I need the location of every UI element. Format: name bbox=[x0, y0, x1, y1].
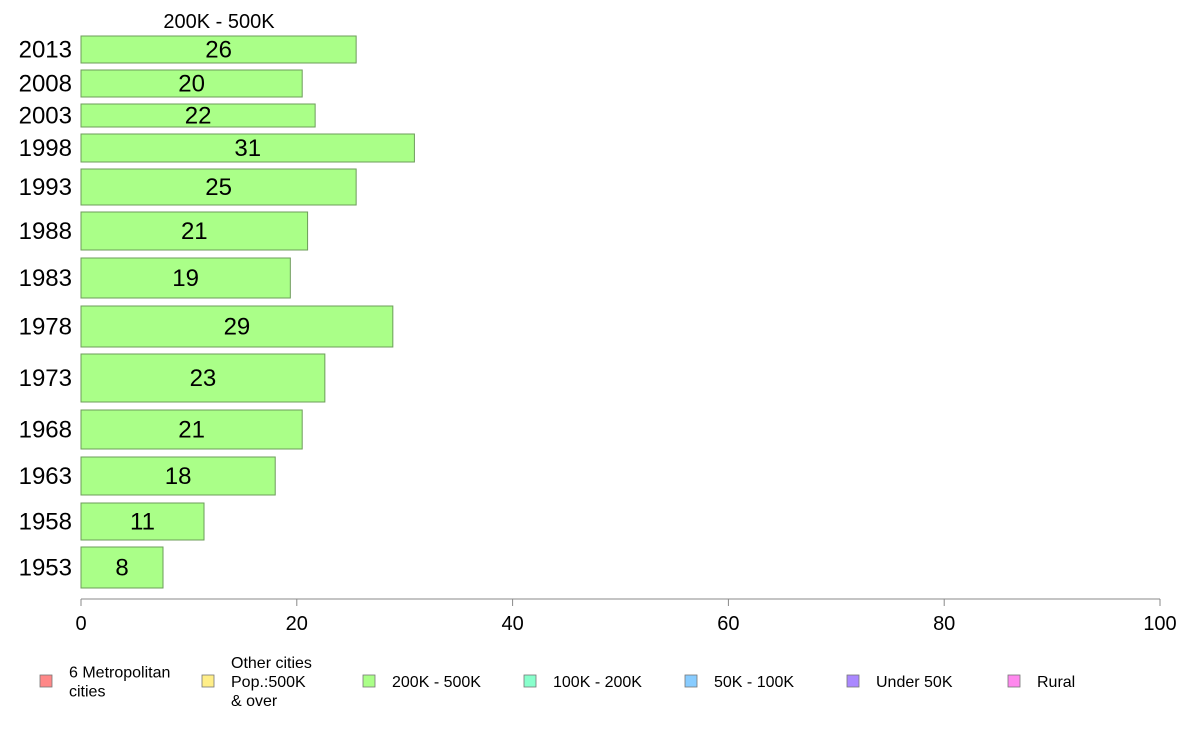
year-label-1993: 1993 bbox=[19, 174, 72, 201]
legend-swatch-6 bbox=[1007, 674, 1021, 688]
year-label-1998: 1998 bbox=[19, 135, 72, 162]
data-label-1998: 31 bbox=[234, 135, 261, 162]
data-label-1993: 25 bbox=[205, 174, 232, 201]
legend-swatch-5 bbox=[846, 674, 860, 688]
legend-label-1-1: Pop.:500K bbox=[231, 674, 306, 691]
bar-1998 bbox=[80, 133, 415, 163]
bar-1983 bbox=[80, 257, 291, 299]
x-tick-label-80: 80 bbox=[933, 613, 955, 635]
legend-label-4-0: 50K - 100K bbox=[714, 674, 794, 691]
year-label-1953: 1953 bbox=[19, 555, 72, 582]
data-label-1968: 21 bbox=[178, 417, 205, 444]
data-label-1988: 21 bbox=[181, 218, 208, 245]
bar-2003 bbox=[80, 103, 316, 128]
data-label-1953: 8 bbox=[115, 555, 128, 582]
year-label-2003: 2003 bbox=[19, 103, 72, 130]
x-tick-label-20: 20 bbox=[286, 613, 308, 635]
legend-swatch-4 bbox=[684, 674, 698, 688]
year-label-1978: 1978 bbox=[19, 314, 72, 341]
bar-2013 bbox=[80, 35, 357, 64]
legend: 6 Metropolitan cities Other cities Pop.:50… bbox=[39, 655, 1075, 710]
year-label-1973: 1973 bbox=[19, 365, 72, 392]
legend-swatch-0 bbox=[39, 674, 53, 688]
legend-label-3-0: 100K - 200K bbox=[553, 674, 642, 691]
chart-title: 200K - 500K bbox=[163, 11, 275, 33]
legend-swatch-3 bbox=[523, 674, 537, 688]
legend-label-1-0: Other cities bbox=[231, 655, 312, 672]
legend-label-0-1: cities bbox=[69, 684, 105, 701]
data-label-1963: 18 bbox=[165, 463, 192, 490]
bars-group: 2013 26 2008 20 2003 22 1998 31 1993 25 1988 21 1983… bbox=[19, 35, 415, 589]
bar-1958 bbox=[80, 502, 205, 541]
data-label-2003: 22 bbox=[185, 103, 212, 130]
bar-1973 bbox=[80, 353, 326, 403]
x-tick-label-60: 60 bbox=[717, 613, 739, 635]
data-label-1978: 29 bbox=[224, 314, 251, 341]
legend-label-0-0: 6 Metropolitan bbox=[69, 665, 170, 682]
year-label-1988: 1988 bbox=[19, 218, 72, 245]
data-label-2008: 20 bbox=[178, 71, 205, 98]
year-label-2013: 2013 bbox=[19, 37, 72, 64]
legend-swatch-2 bbox=[362, 674, 376, 688]
year-label-1958: 1958 bbox=[19, 509, 72, 536]
bar-1988 bbox=[80, 211, 309, 251]
legend-label-1-2: & over bbox=[231, 693, 278, 710]
bar-1953 bbox=[80, 546, 164, 589]
x-axis: 0 20 40 60 80 100 bbox=[75, 598, 1177, 635]
bar-1968 bbox=[80, 409, 303, 450]
data-label-1983: 19 bbox=[172, 265, 199, 292]
data-label-2013: 26 bbox=[205, 37, 232, 64]
legend-label-5-0: Under 50K bbox=[876, 674, 953, 691]
x-tick-label-0: 0 bbox=[75, 613, 86, 635]
year-label-2008: 2008 bbox=[19, 71, 72, 98]
data-label-1973: 23 bbox=[190, 365, 217, 392]
data-label-1958: 11 bbox=[130, 509, 155, 536]
x-tick-label-40: 40 bbox=[501, 613, 523, 635]
legend-label-6-0: Rural bbox=[1037, 674, 1075, 691]
bar-1993 bbox=[80, 168, 357, 206]
bar-1963 bbox=[80, 456, 276, 496]
x-tick-label-100: 100 bbox=[1143, 613, 1176, 635]
bar-1978 bbox=[80, 305, 394, 348]
legend-label-2-0: 200K - 500K bbox=[392, 674, 481, 691]
year-label-1963: 1963 bbox=[19, 463, 72, 490]
bar-2008 bbox=[80, 69, 303, 98]
year-label-1968: 1968 bbox=[19, 417, 72, 444]
year-label-1983: 1983 bbox=[19, 265, 72, 292]
legend-swatch-1 bbox=[201, 674, 215, 688]
